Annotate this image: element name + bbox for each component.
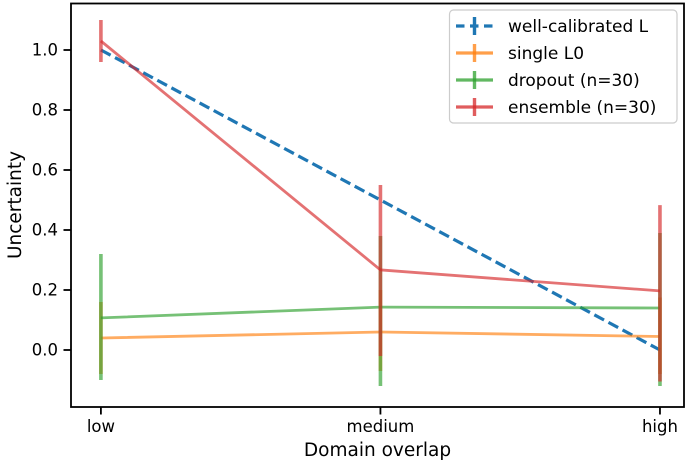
legend-label-well-calibrated-l: well-calibrated L — [508, 17, 649, 37]
legend-label-ensemble-n-30: ensemble (n=30) — [508, 98, 656, 118]
line-well-calibrated-l — [100, 48, 661, 352]
y-tick-label: 1.0 — [32, 41, 58, 60]
y-tick-label: 0.2 — [32, 281, 58, 300]
x-tick-label-high: high — [642, 417, 678, 436]
y-tick-label: 0.8 — [32, 101, 58, 120]
x-axis-label: Domain overlap — [304, 440, 451, 461]
y-tick-label: 0.4 — [32, 221, 58, 240]
legend-label-single-l0: single L0 — [508, 44, 584, 64]
legend-label-dropout-n-30: dropout (n=30) — [508, 71, 640, 91]
legend-box — [448, 9, 678, 124]
y-tick-label: 0.6 — [32, 161, 58, 180]
plot-frame — [70, 2, 685, 408]
y-axis-label: Uncertainty — [5, 151, 26, 259]
x-tick-label-medium: medium — [347, 417, 415, 436]
y-tick-label: 0.0 — [32, 341, 58, 360]
x-tick-label-low: low — [87, 417, 115, 436]
line-ensemble-n-30 — [100, 39, 661, 293]
